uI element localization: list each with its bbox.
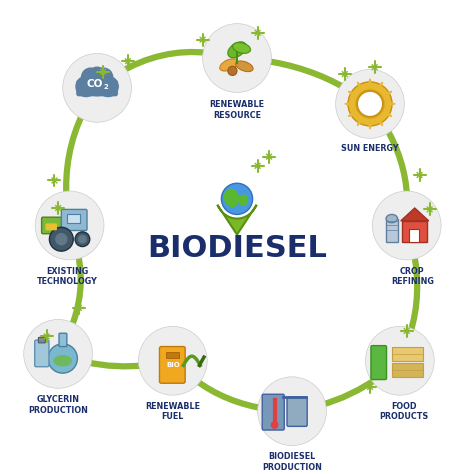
Ellipse shape — [233, 43, 251, 54]
Circle shape — [83, 68, 111, 96]
Circle shape — [221, 183, 253, 214]
Text: BIODIESEL: BIODIESEL — [147, 234, 327, 263]
FancyBboxPatch shape — [409, 228, 419, 242]
Polygon shape — [401, 208, 428, 221]
FancyBboxPatch shape — [402, 221, 428, 242]
Circle shape — [94, 68, 113, 86]
FancyBboxPatch shape — [42, 217, 62, 234]
Text: CROP
REFINING: CROP REFINING — [391, 267, 434, 286]
Polygon shape — [348, 91, 358, 99]
FancyBboxPatch shape — [262, 394, 284, 430]
Ellipse shape — [54, 356, 72, 366]
Text: RENEWABLE
FUEL: RENEWABLE FUEL — [146, 402, 201, 421]
FancyBboxPatch shape — [38, 337, 46, 343]
Polygon shape — [385, 101, 395, 106]
Polygon shape — [375, 82, 383, 92]
FancyBboxPatch shape — [159, 346, 185, 383]
Polygon shape — [382, 109, 392, 117]
Circle shape — [228, 66, 237, 75]
Polygon shape — [345, 101, 355, 106]
FancyBboxPatch shape — [46, 224, 56, 229]
Text: BIODIESEL
PRODUCTION: BIODIESEL PRODUCTION — [262, 453, 322, 472]
Circle shape — [48, 344, 77, 373]
Text: SUN ENERGY: SUN ENERGY — [341, 144, 399, 153]
Ellipse shape — [236, 61, 253, 72]
Circle shape — [348, 82, 392, 126]
Polygon shape — [357, 82, 365, 92]
Circle shape — [49, 228, 73, 251]
Text: CO: CO — [87, 79, 103, 89]
Circle shape — [272, 422, 278, 428]
Text: 2: 2 — [104, 84, 109, 91]
Circle shape — [89, 67, 105, 84]
Circle shape — [372, 191, 441, 260]
FancyBboxPatch shape — [386, 219, 398, 242]
Polygon shape — [348, 109, 358, 117]
FancyBboxPatch shape — [35, 340, 49, 367]
Circle shape — [258, 377, 327, 446]
Circle shape — [356, 90, 384, 118]
FancyBboxPatch shape — [392, 363, 423, 377]
Text: RENEWABLE
RESOURCE: RENEWABLE RESOURCE — [210, 100, 264, 119]
Circle shape — [76, 76, 96, 97]
Circle shape — [98, 76, 118, 97]
Circle shape — [138, 327, 207, 395]
Text: FOOD
PRODUCTS: FOOD PRODUCTS — [379, 402, 428, 421]
Circle shape — [365, 327, 434, 395]
Text: BIO: BIO — [166, 362, 180, 368]
Circle shape — [63, 54, 131, 122]
FancyBboxPatch shape — [166, 352, 179, 358]
Circle shape — [202, 24, 272, 92]
Ellipse shape — [386, 214, 398, 223]
Polygon shape — [368, 119, 373, 129]
Circle shape — [75, 232, 90, 246]
Circle shape — [357, 91, 383, 117]
FancyBboxPatch shape — [61, 210, 87, 230]
Ellipse shape — [239, 195, 247, 205]
Circle shape — [336, 70, 404, 138]
Circle shape — [24, 319, 92, 388]
Ellipse shape — [228, 42, 246, 58]
Polygon shape — [382, 91, 392, 99]
FancyBboxPatch shape — [392, 347, 423, 361]
FancyBboxPatch shape — [77, 81, 117, 96]
Circle shape — [82, 68, 100, 86]
FancyBboxPatch shape — [371, 346, 386, 380]
Polygon shape — [357, 116, 365, 126]
Text: GLYCERIN
PRODUCTION: GLYCERIN PRODUCTION — [28, 395, 88, 415]
Circle shape — [79, 236, 86, 243]
Text: EXISTING
TECHNOLOGY: EXISTING TECHNOLOGY — [37, 267, 98, 286]
FancyBboxPatch shape — [67, 214, 80, 223]
Circle shape — [56, 234, 67, 245]
Ellipse shape — [225, 189, 238, 207]
Ellipse shape — [220, 59, 238, 71]
Polygon shape — [368, 79, 373, 89]
Circle shape — [35, 191, 104, 260]
Polygon shape — [218, 205, 256, 235]
FancyBboxPatch shape — [287, 397, 307, 426]
FancyBboxPatch shape — [59, 333, 67, 346]
Polygon shape — [375, 116, 383, 126]
